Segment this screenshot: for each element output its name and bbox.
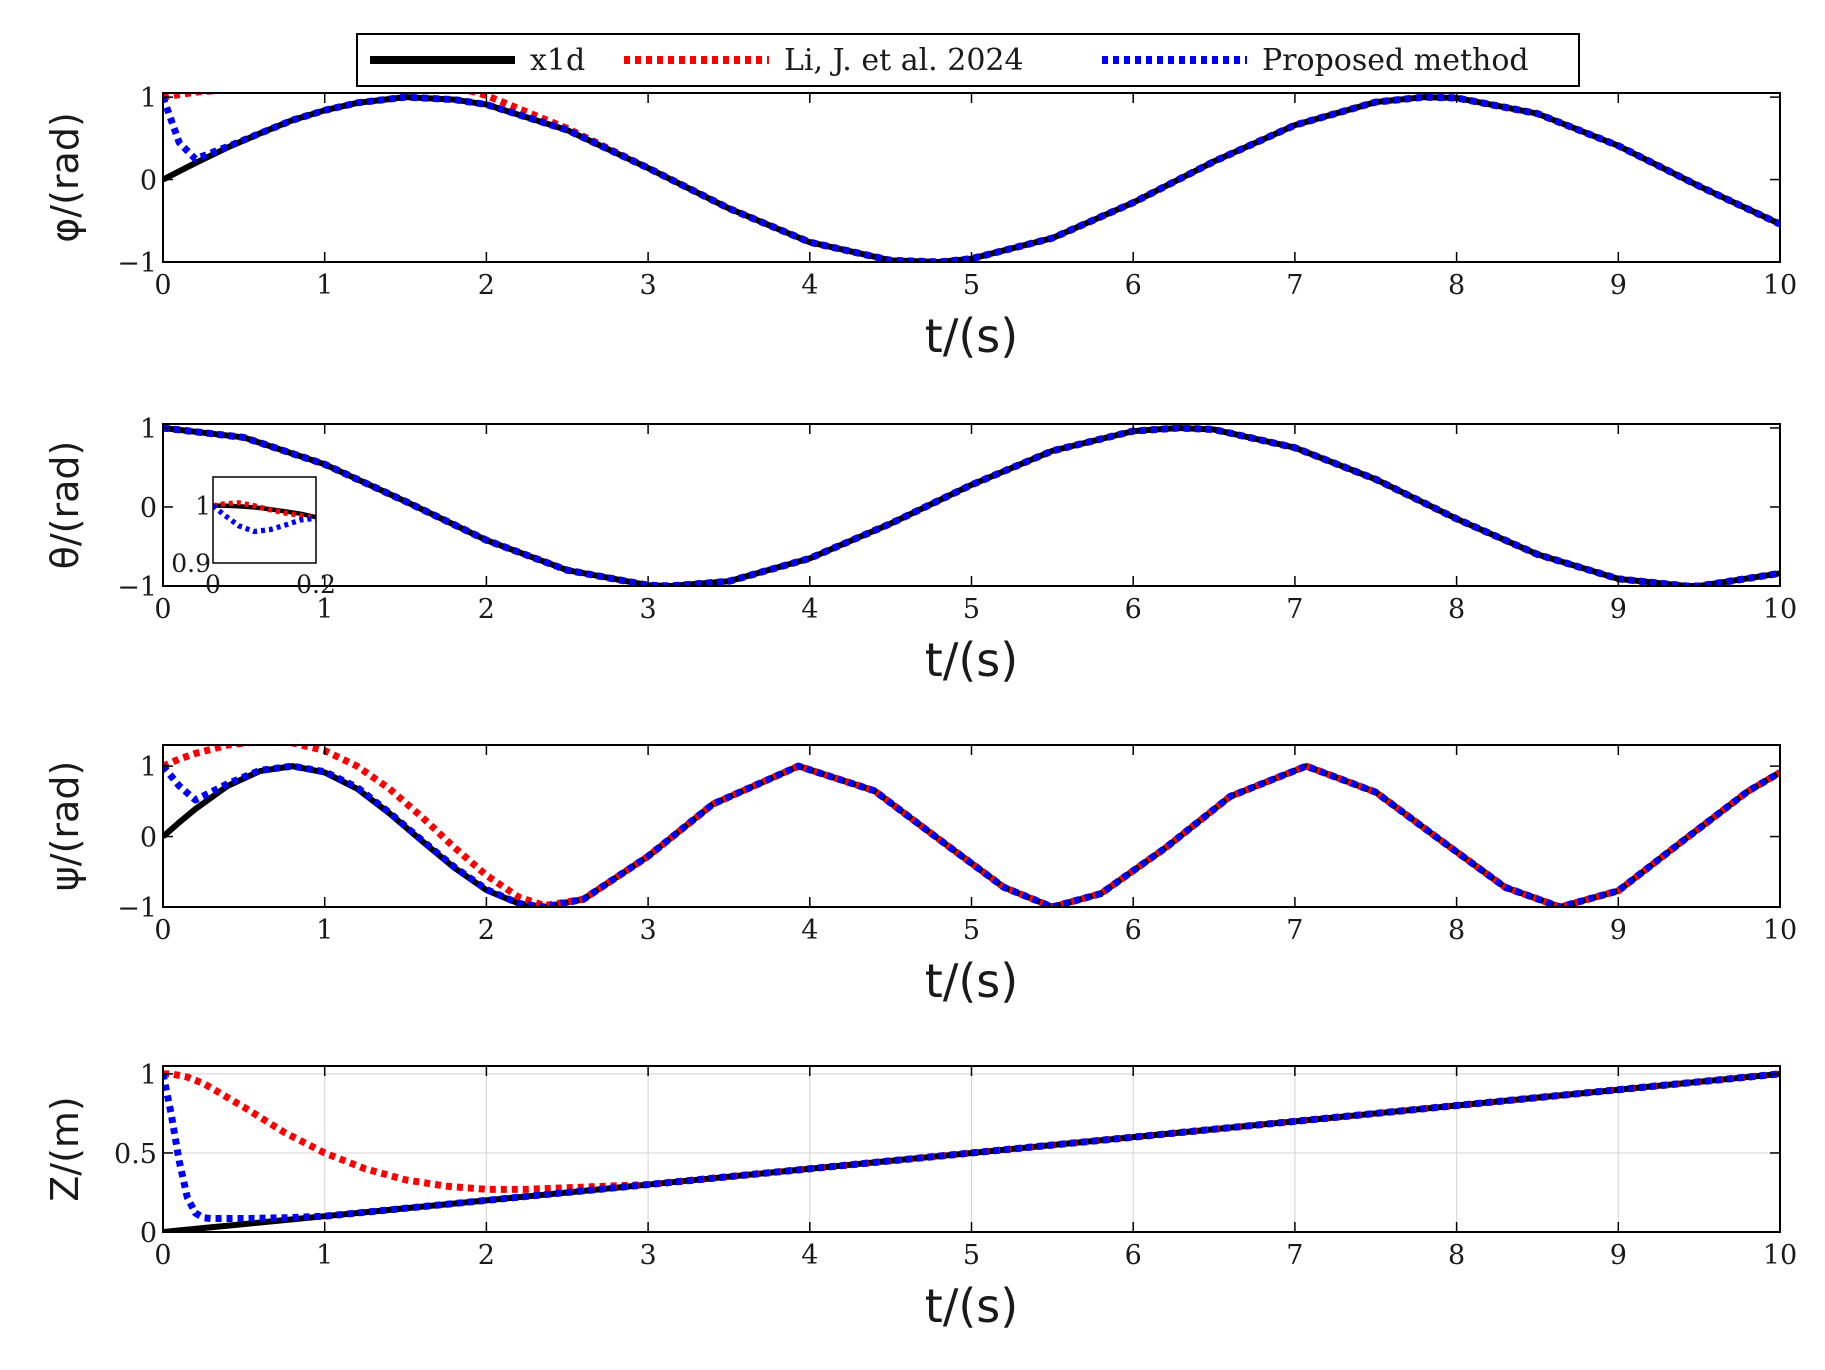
panel-1-xlabel: t/(s)	[925, 633, 1018, 687]
panel-0-xtick-label-8: 8	[1448, 270, 1465, 301]
panel-1-xtick-label-1: 1	[316, 594, 333, 625]
panel-0-ytick-label-2: −1	[117, 248, 157, 279]
panel-3-ytick-label-1: 0.5	[114, 1139, 157, 1170]
legend-label-0: x1d	[530, 43, 585, 78]
panel-3-ylabel: Z/(m)	[43, 1096, 87, 1202]
panel-0-xtick-label-0: 0	[154, 270, 171, 301]
legend-label-2: Proposed method	[1262, 43, 1529, 78]
panel-3-xtick-label-4: 4	[801, 1240, 818, 1271]
panel-0-xtick-label-3: 3	[640, 270, 657, 301]
panel-3-xlabel: t/(s)	[925, 1279, 1018, 1333]
panel-1-inset-xtick-label-1: 0.2	[296, 570, 336, 599]
panel-1-ytick-label-1: 0	[140, 493, 157, 524]
panel-2-series-1-line	[163, 745, 1780, 907]
panel-0-plot-area	[163, 93, 1780, 262]
panel-0-xlabel: t/(s)	[925, 309, 1018, 363]
panel-2-plot-area	[163, 745, 1780, 907]
panel-1-series-2-line	[163, 424, 1780, 586]
panel-1-series-1-line	[163, 424, 1780, 586]
legend-label-1: Li, J. et al. 2024	[784, 43, 1024, 78]
panel-2-xtick-label-0: 0	[154, 915, 171, 946]
panel-1-xtick-label-9: 9	[1610, 594, 1627, 625]
panel-2-ytick-label-1: 0	[140, 823, 157, 854]
panel-3-xtick-label-2: 2	[478, 1240, 495, 1271]
panel-1-inset-series-2-line	[213, 503, 316, 535]
panel-3-xtick-label-5: 5	[963, 1240, 980, 1271]
panel-1-xtick-label-3: 3	[640, 594, 657, 625]
panel-1-ylabel: θ/(rad)	[43, 441, 87, 570]
panel-1-inset-series-1-line	[213, 500, 316, 521]
panel-0-series-2-line	[163, 93, 1780, 262]
panel-0-series-0-line	[163, 94, 1780, 262]
panel-1-inset-ytick-label-0: 1	[195, 492, 211, 521]
panel-3-xtick-label-0: 0	[154, 1240, 171, 1271]
panel-2-xtick-label-3: 3	[640, 915, 657, 946]
panel-1-xtick-label-6: 6	[1125, 594, 1142, 625]
panel-0-xtick-label-7: 7	[1286, 270, 1303, 301]
panel-2-xtick-label-1: 1	[316, 915, 333, 946]
panel-2-xtick-label-4: 4	[801, 915, 818, 946]
panel-0-series-1-line	[163, 93, 1780, 262]
panel-0-ytick-label-1: 0	[140, 166, 157, 197]
panel-1-inset-box	[212, 476, 317, 564]
panel-2-ytick-label-2: −1	[117, 893, 157, 924]
panel-3-xtick-label-7: 7	[1286, 1240, 1303, 1271]
panel-0-xtick-label-1: 1	[316, 270, 333, 301]
panel-2-ytick-label-0: 1	[140, 752, 157, 783]
panel-2-xtick-label-7: 7	[1286, 915, 1303, 946]
panel-1-ytick-label-0: 1	[140, 414, 157, 445]
panel-0-xtick-label-6: 6	[1125, 270, 1142, 301]
panel-1-inset-xtick-label-0: 0	[205, 570, 221, 599]
panel-2-xlabel: t/(s)	[925, 954, 1018, 1008]
panel-3-xtick-label-3: 3	[640, 1240, 657, 1271]
panel-3-xtick-label-1: 1	[316, 1240, 333, 1271]
panel-0-xtick-label-5: 5	[963, 270, 980, 301]
panel-1-plot-area	[163, 424, 1780, 586]
panel-3-xtick-label-10: 10	[1763, 1240, 1797, 1271]
panel-1-xtick-label-4: 4	[801, 594, 818, 625]
panel-0-xtick-label-2: 2	[478, 270, 495, 301]
panel-1-xtick-label-7: 7	[1286, 594, 1303, 625]
panel-3-series-2-line	[163, 1070, 1780, 1223]
panel-1-inset-ytick-label-1: 0.9	[171, 549, 211, 578]
panel-1-xtick-label-0: 0	[154, 594, 171, 625]
panel-2-xtick-label-8: 8	[1448, 915, 1465, 946]
panel-0-xtick-label-9: 9	[1610, 270, 1627, 301]
panel-0-ylabel: φ/(rad)	[43, 112, 87, 243]
panel-2-xtick-label-10: 10	[1763, 915, 1797, 946]
panel-3: 0 1 2 3 4 5 6 7 8 9 10 1 0.5 0 t/(s) Z/(m)	[43, 1060, 1797, 1333]
panel-3-ytick-label-0: 1	[140, 1060, 157, 1091]
panel-2-xtick-label-9: 9	[1610, 915, 1627, 946]
panel-2-xtick-label-6: 6	[1125, 915, 1142, 946]
panel-1-xtick-label-2: 2	[478, 594, 495, 625]
panel-0-xtick-label-10: 10	[1763, 270, 1797, 301]
panel-0-axes-box	[162, 92, 1781, 263]
panel-1-xtick-label-5: 5	[963, 594, 980, 625]
panel-0-xtick-label-4: 4	[801, 270, 818, 301]
panel-2-series-2-line	[163, 762, 1780, 907]
panel-3-xtick-label-8: 8	[1448, 1240, 1465, 1271]
panel-1-xtick-label-8: 8	[1448, 594, 1465, 625]
panel-1-series-0-line	[163, 424, 1780, 586]
panel-0-ytick-label-0: 1	[140, 83, 157, 114]
panel-3-xtick-label-6: 6	[1125, 1240, 1142, 1271]
legend-box	[356, 33, 1580, 87]
panel-2-ylabel: ψ/(rad)	[43, 761, 87, 892]
legend: x1d Li, J. et al. 2024 Proposed method	[356, 33, 1580, 87]
panel-2-xtick-label-5: 5	[963, 915, 980, 946]
panel-2-series-0-line	[163, 763, 1780, 907]
panel-3-ytick-label-2: 0	[140, 1218, 157, 1249]
panel-3-xtick-label-9: 9	[1610, 1240, 1627, 1271]
panel-1-inset: 0 0.2 1 0.9	[171, 476, 336, 599]
panel-2-xtick-label-2: 2	[478, 915, 495, 946]
panel-1-xtick-label-10: 10	[1763, 594, 1797, 625]
panel-1-ytick-label-2: −1	[117, 572, 157, 603]
panel-3-plot-area	[163, 1070, 1780, 1232]
